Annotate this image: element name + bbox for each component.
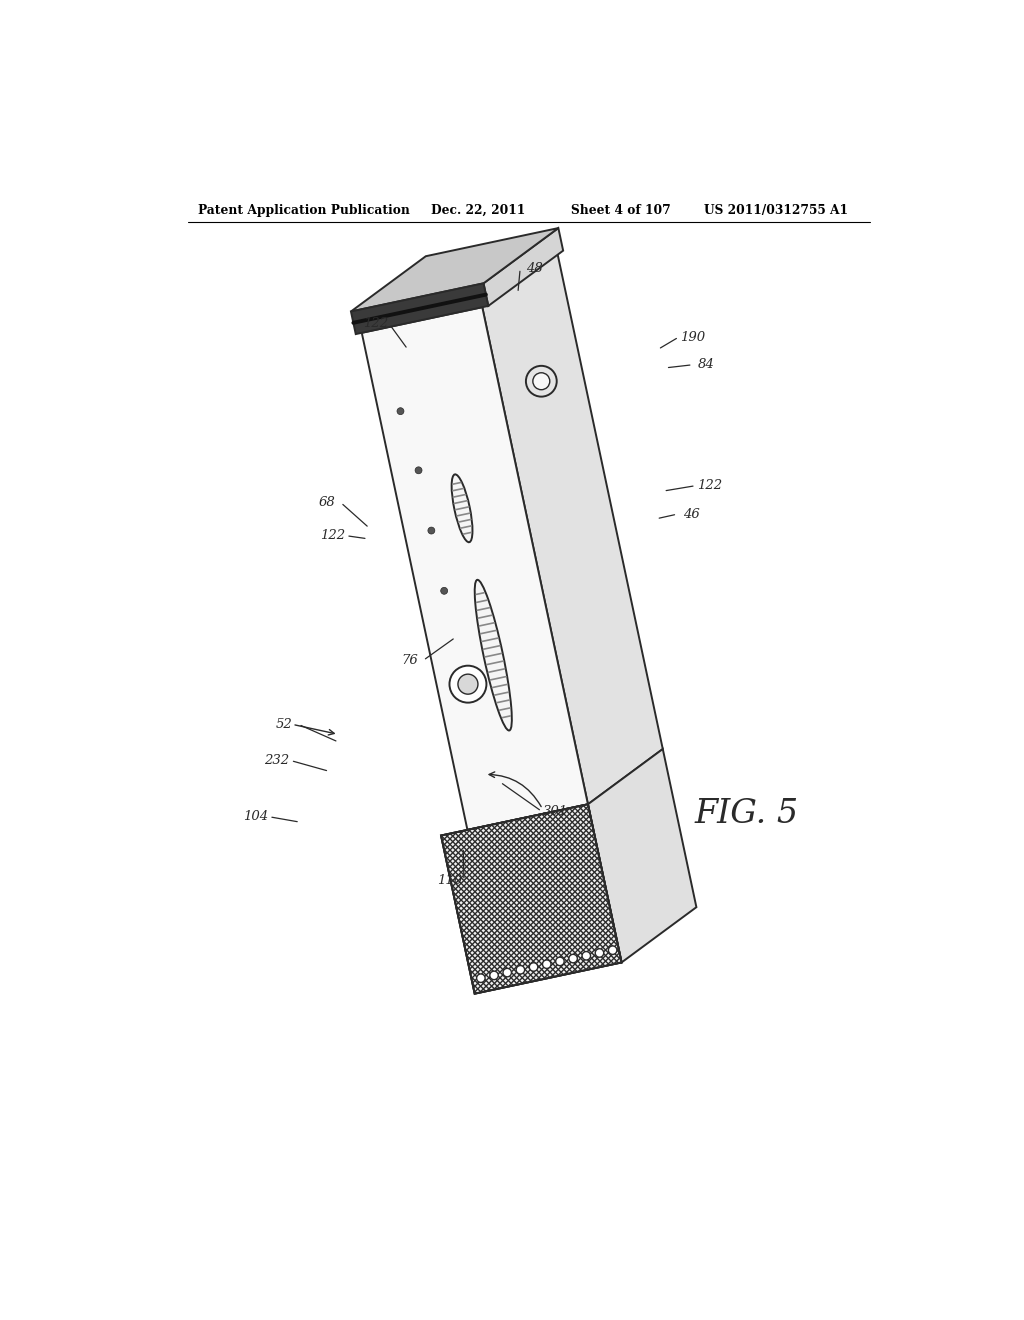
Text: Sheet 4 of 107: Sheet 4 of 107 [571, 205, 671, 218]
Text: 104: 104 [243, 810, 268, 824]
Circle shape [526, 366, 557, 396]
Polygon shape [361, 308, 588, 830]
Circle shape [543, 960, 551, 969]
Text: 52: 52 [276, 718, 293, 731]
Text: 301: 301 [543, 805, 568, 818]
Polygon shape [351, 284, 488, 334]
Circle shape [569, 954, 578, 962]
Circle shape [476, 974, 485, 982]
Circle shape [397, 408, 403, 414]
Circle shape [529, 962, 538, 972]
Polygon shape [351, 228, 558, 312]
Circle shape [608, 946, 616, 954]
Circle shape [532, 372, 550, 389]
Text: 122: 122 [362, 317, 388, 330]
Text: Patent Application Publication: Patent Application Publication [199, 205, 411, 218]
Circle shape [440, 587, 447, 594]
Circle shape [556, 957, 564, 966]
Text: 190: 190 [680, 330, 706, 343]
Polygon shape [588, 748, 696, 962]
Text: 122: 122 [697, 479, 722, 492]
Circle shape [415, 467, 422, 474]
Text: 46: 46 [683, 508, 699, 520]
Text: US 2011/0312755 A1: US 2011/0312755 A1 [705, 205, 848, 218]
Polygon shape [483, 228, 563, 306]
Text: FIG. 5: FIG. 5 [694, 799, 799, 830]
Polygon shape [441, 804, 622, 994]
Circle shape [450, 665, 486, 702]
Text: 68: 68 [318, 496, 335, 510]
Text: 110: 110 [437, 874, 463, 887]
Text: 122: 122 [319, 529, 345, 543]
Circle shape [516, 965, 524, 974]
Ellipse shape [475, 579, 512, 730]
Circle shape [595, 949, 604, 957]
Circle shape [458, 675, 478, 694]
Text: 232: 232 [264, 754, 290, 767]
Ellipse shape [452, 474, 472, 543]
Circle shape [428, 527, 435, 535]
Text: 48: 48 [525, 261, 543, 275]
Text: Dec. 22, 2011: Dec. 22, 2011 [431, 205, 525, 218]
Circle shape [489, 972, 499, 979]
Text: 76: 76 [401, 653, 418, 667]
Circle shape [582, 952, 591, 960]
Polygon shape [441, 804, 622, 994]
Text: 84: 84 [698, 358, 715, 371]
Polygon shape [482, 252, 663, 804]
Circle shape [503, 969, 511, 977]
